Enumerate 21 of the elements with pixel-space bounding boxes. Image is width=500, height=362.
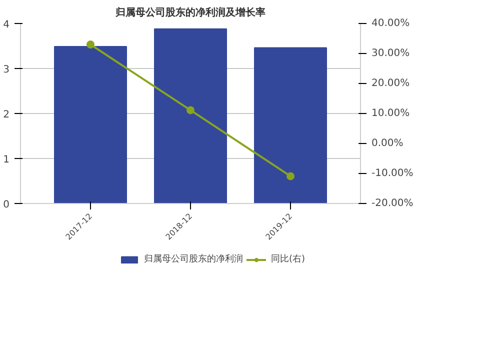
bar (254, 47, 327, 204)
y-tick-label: 3 (3, 64, 10, 76)
y-tick-label: 1 (3, 154, 10, 166)
point (86, 40, 94, 48)
y2-tick-label: 0.00% (372, 138, 404, 149)
y2-tick-label: 40.00% (372, 18, 410, 29)
legend-label: 同比(右) (270, 253, 306, 266)
y2-tick-label: -10.00% (372, 168, 414, 179)
y2-tick-label: 30.00% (372, 48, 410, 59)
y2-tick-label: -20.00% (372, 198, 414, 209)
point (186, 106, 194, 114)
y-tick-label: 2 (3, 110, 10, 120)
y-tick-label: 4 (3, 20, 10, 30)
legend-label: 归属母公司股东的净利润 (144, 253, 243, 266)
point (286, 172, 294, 180)
chart-title: 归属母公司股东的净利润及增长率 (114, 6, 266, 18)
y-tick-label: 0 (3, 200, 10, 210)
y2-tick-label: 20.00% (372, 78, 410, 89)
bar (154, 28, 227, 204)
y2-tick-label: 10.00% (372, 108, 410, 119)
bar (54, 46, 127, 204)
